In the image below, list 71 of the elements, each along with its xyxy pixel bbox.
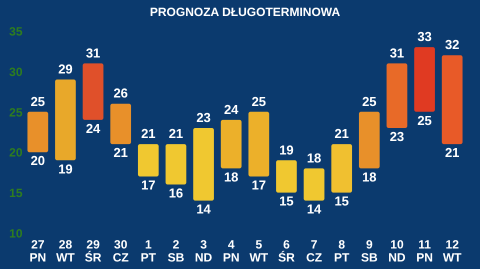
y-tick-label: 25 — [9, 105, 23, 120]
annotation: 20 — [30, 153, 46, 168]
bar — [138, 144, 159, 176]
x-tick-label: 27 PN — [29, 238, 46, 264]
annotation: 21 — [334, 126, 349, 142]
annotation: 25 — [362, 94, 377, 109]
bar — [276, 160, 297, 193]
bar — [358, 112, 380, 168]
bar — [386, 63, 408, 128]
bar — [110, 104, 132, 144]
x-tick-label: 2 SB — [168, 238, 185, 264]
annotation: 25 — [252, 94, 266, 109]
bar — [166, 144, 186, 185]
y-tick-label: 20 — [9, 146, 23, 160]
annotation: 19 — [58, 161, 73, 176]
bar — [414, 47, 435, 112]
annotation: 17 — [252, 177, 266, 192]
annotation: 24 — [224, 102, 240, 117]
x-tick-label: 1 PT — [140, 238, 157, 264]
bar — [27, 112, 48, 152]
annotation: 25 — [417, 112, 432, 128]
bar — [82, 63, 104, 120]
annotation: 25 — [30, 94, 46, 109]
bar — [220, 120, 242, 168]
x-tick-label: 4 PN — [222, 238, 240, 264]
y-tick-label: 30 — [9, 64, 23, 79]
x-tick-label: 28 WT — [56, 238, 76, 264]
x-tick-label: 3 ND — [194, 238, 213, 264]
annotation: 23 — [196, 110, 211, 125]
annotation: 18 — [224, 169, 238, 184]
annotation: 19 — [279, 142, 294, 158]
annotation: 14 — [196, 202, 212, 217]
x-tick-label: 9 SB — [360, 238, 378, 264]
annotation: 17 — [141, 177, 156, 192]
x-tick-label: 11 PN — [416, 238, 433, 264]
bar — [55, 79, 76, 160]
annotation: 31 — [390, 45, 404, 60]
annotation: 24 — [86, 120, 102, 136]
y-tick-label: 10 — [9, 226, 23, 240]
bar — [304, 168, 324, 201]
x-tick-label: 8 PT — [334, 238, 350, 264]
annotation: 33 — [417, 29, 432, 44]
annotation: 21 — [444, 145, 460, 160]
x-tick-label: 7 CZ — [306, 238, 322, 264]
annotation: 23 — [390, 128, 404, 144]
annotation: 15 — [334, 194, 349, 209]
annotation: 31 — [86, 45, 100, 60]
annotation: 21 — [141, 126, 156, 142]
bar — [442, 55, 463, 144]
x-tick-label: 30 CZ — [112, 238, 129, 264]
bar — [248, 112, 270, 176]
chart-title: PROGNOZA DŁUGOTERMINOWA — [150, 5, 340, 19]
x-tick-label: 10 ND — [388, 238, 406, 264]
annotation: 18 — [306, 150, 322, 166]
annotation: 16 — [168, 186, 184, 201]
annotation: 32 — [444, 37, 460, 52]
y-tick-label: 15 — [9, 186, 23, 200]
bar — [193, 128, 214, 201]
x-tick-label: 5 WT — [249, 238, 269, 264]
annotation: 14 — [306, 202, 322, 217]
annotation: 26 — [113, 86, 128, 101]
annotation: 21 — [168, 126, 184, 142]
x-tick-label: 6 ŚR — [278, 238, 296, 264]
annotation: 18 — [362, 169, 377, 184]
annotation: 15 — [279, 194, 294, 209]
annotation: 29 — [58, 61, 73, 76]
x-tick-label: 12 WT — [442, 238, 462, 264]
y-tick-label: 35 — [9, 24, 23, 38]
bar — [331, 144, 352, 193]
x-tick-label: 29 ŚR — [84, 238, 102, 264]
annotation: 21 — [113, 145, 128, 160]
